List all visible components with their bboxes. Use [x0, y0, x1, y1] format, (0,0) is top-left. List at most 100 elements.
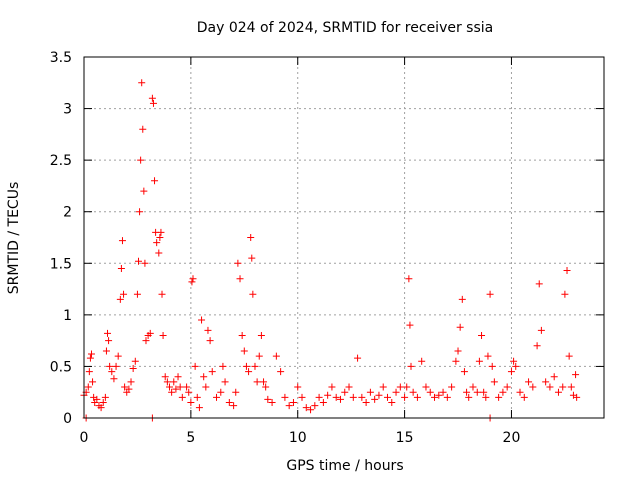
data-point — [200, 373, 208, 381]
data-point — [328, 383, 336, 391]
y-tick-label: 1 — [63, 308, 72, 324]
data-point — [225, 399, 233, 407]
data-point — [456, 323, 464, 331]
x-tick-label: 15 — [396, 430, 414, 446]
data-point — [87, 350, 95, 358]
data-point — [392, 388, 400, 396]
data-point — [563, 267, 571, 275]
data-point — [125, 385, 133, 393]
data-point — [516, 388, 524, 396]
data-point — [371, 395, 379, 403]
data-point — [469, 383, 477, 391]
data-point — [554, 388, 562, 396]
data-point — [358, 393, 366, 401]
data-point — [289, 399, 297, 407]
data-point — [507, 368, 515, 376]
data-point — [482, 393, 490, 401]
y-tick-label: 0.5 — [50, 359, 72, 375]
data-point — [277, 368, 285, 376]
data-point — [234, 259, 242, 267]
data-point — [133, 290, 141, 298]
data-point — [217, 388, 225, 396]
data-point — [249, 290, 257, 298]
data-point — [520, 393, 528, 401]
x-tick-label: 0 — [80, 430, 89, 446]
data-point — [285, 402, 293, 410]
data-point — [139, 125, 147, 133]
x-tick-label: 20 — [503, 430, 521, 446]
data-point — [510, 357, 518, 365]
data-point — [240, 347, 248, 355]
data-point — [567, 383, 575, 391]
grid-lines — [84, 57, 604, 418]
data-point — [488, 362, 496, 370]
data-point — [345, 383, 353, 391]
data-point — [257, 331, 265, 339]
data-point — [294, 383, 302, 391]
data-point — [114, 352, 122, 360]
data-point — [183, 383, 191, 391]
data-point — [219, 362, 227, 370]
data-point — [193, 393, 201, 401]
tick-labels: 0 0.5 1 1.5 2 2.5 3 3.5 0 5 10 15 20 — [50, 50, 521, 446]
data-point — [127, 378, 135, 386]
data-point — [156, 234, 164, 241]
data-point — [426, 388, 434, 396]
data-point — [138, 79, 146, 87]
data-point — [307, 406, 315, 414]
data-point — [332, 393, 340, 401]
data-point — [242, 362, 250, 370]
data-point — [117, 264, 125, 272]
data-point — [118, 237, 126, 245]
data-points — [80, 79, 581, 422]
data-point — [486, 290, 494, 298]
data-point — [140, 187, 148, 195]
data-point — [529, 383, 537, 391]
data-point — [159, 331, 167, 339]
data-point — [187, 399, 195, 407]
data-point — [89, 378, 97, 386]
data-point — [174, 373, 182, 381]
data-point — [206, 337, 214, 345]
y-tick-label: 1.5 — [50, 256, 72, 272]
data-point — [311, 402, 319, 410]
y-tick-label: 3 — [63, 102, 72, 118]
data-point — [232, 388, 240, 396]
data-point — [168, 388, 176, 396]
data-point — [559, 383, 567, 391]
data-point — [484, 352, 492, 360]
data-point — [512, 362, 520, 370]
x-axis-label: GPS time / hours — [286, 458, 403, 474]
data-point — [105, 337, 113, 345]
x-tick-label: 5 — [186, 430, 195, 446]
data-point — [108, 368, 116, 376]
data-point — [458, 295, 466, 303]
data-point — [349, 393, 357, 401]
data-point — [443, 393, 451, 401]
data-point — [572, 371, 580, 379]
data-point — [185, 388, 193, 396]
data-point — [208, 368, 216, 376]
data-point — [268, 399, 276, 407]
data-point — [253, 378, 261, 386]
data-point — [153, 239, 161, 247]
data-point — [148, 94, 156, 102]
data-point — [375, 391, 383, 399]
data-point — [407, 362, 415, 370]
data-point — [546, 383, 554, 391]
data-point — [260, 378, 268, 386]
data-point — [336, 395, 344, 403]
data-point — [422, 383, 430, 391]
data-point — [170, 378, 178, 386]
data-point — [221, 378, 229, 386]
data-point — [379, 383, 387, 391]
data-point — [248, 254, 256, 262]
data-point — [452, 357, 460, 365]
data-point — [247, 234, 255, 241]
chart-title: Day 024 of 2024, SRMTID for receiver ssi… — [197, 20, 493, 36]
data-point — [454, 347, 462, 355]
data-point — [435, 391, 443, 399]
y-tick-label: 3.5 — [50, 50, 72, 66]
data-point — [542, 378, 550, 386]
